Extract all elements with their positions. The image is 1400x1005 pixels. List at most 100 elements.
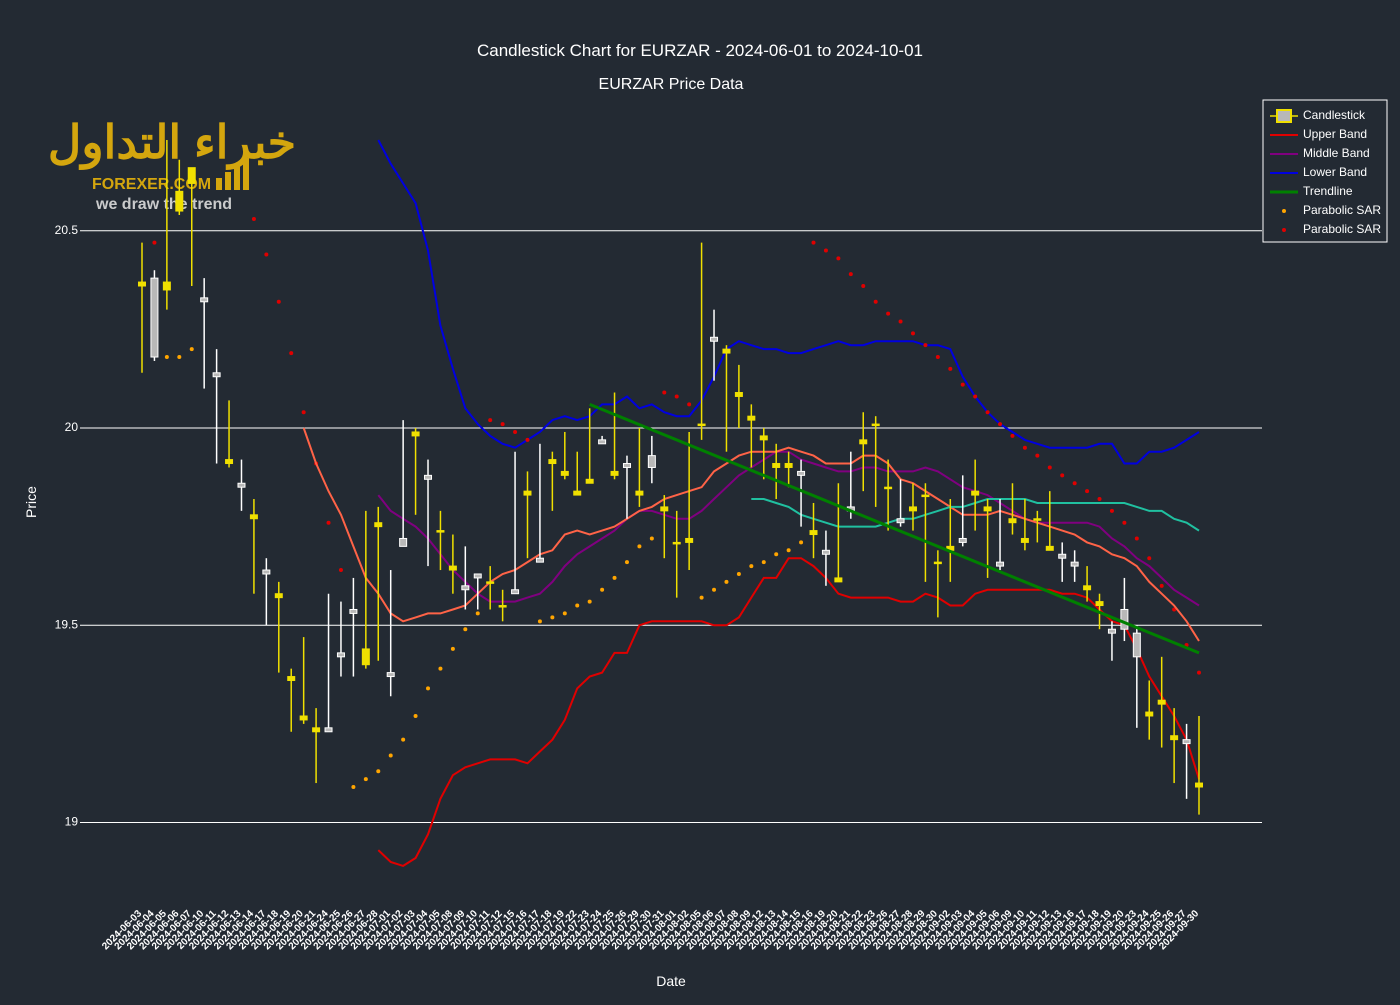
candle-body	[722, 348, 731, 354]
sar-dot	[600, 587, 605, 592]
candle-body	[896, 518, 905, 524]
sar-dot	[438, 666, 443, 671]
sar-dot	[413, 713, 418, 718]
sar-dot	[152, 240, 157, 245]
legend-symbol	[1276, 109, 1292, 123]
sar-dot	[998, 422, 1003, 427]
sar-dot	[699, 595, 704, 600]
candle-body	[1170, 735, 1179, 741]
legend-label: Candlestick	[1303, 108, 1366, 122]
candle-body	[859, 439, 868, 445]
sar-dot	[338, 568, 343, 573]
candle-body	[498, 605, 507, 608]
sar-dot	[960, 382, 965, 387]
legend-label: Upper Band	[1303, 127, 1367, 141]
sar-dot	[799, 540, 804, 545]
candle-body	[1020, 537, 1029, 543]
candle-body	[647, 455, 656, 468]
sar-dot	[1109, 508, 1114, 513]
candle-body	[486, 581, 495, 584]
candle-body	[734, 392, 743, 397]
sar-dot	[886, 311, 891, 316]
candle-body	[884, 486, 893, 490]
candle-body	[560, 470, 569, 476]
candle-body	[1070, 561, 1079, 567]
candle-body	[772, 463, 781, 468]
sar-dot	[873, 299, 878, 304]
sar-dot	[164, 355, 169, 360]
sar-dot	[1097, 497, 1102, 502]
candle-body	[175, 190, 184, 212]
candle-body	[324, 727, 333, 733]
candle-body	[1107, 628, 1116, 634]
candle-body	[697, 423, 706, 427]
series-line	[377, 139, 1200, 465]
legend-label: Middle Band	[1303, 146, 1370, 160]
y-tick-label: 19.5	[55, 617, 79, 631]
candle-body	[710, 336, 719, 342]
sar-dot	[363, 777, 368, 782]
candle-body	[971, 490, 980, 496]
watermark-icon	[216, 158, 249, 190]
sar-dot	[488, 418, 493, 423]
sar-dot	[513, 429, 518, 434]
legend: Candlestick Upper Band Middle Band Lower Ba…	[1262, 99, 1388, 243]
sar-dot	[973, 394, 978, 399]
candle-body	[908, 506, 917, 512]
sar-dot	[587, 599, 592, 604]
candle-body	[996, 561, 1005, 567]
candle-body	[511, 589, 520, 595]
candle-body	[1095, 601, 1104, 607]
sar-dot	[562, 611, 567, 616]
sar-dot	[500, 422, 505, 427]
sar-dot	[1060, 473, 1065, 478]
candle-body	[635, 490, 644, 496]
sar-dot	[326, 520, 331, 525]
legend-symbol	[1282, 209, 1286, 213]
candle-body	[374, 522, 383, 528]
candle-body	[386, 672, 395, 678]
sar-dot	[575, 603, 580, 608]
sar-dot	[1122, 520, 1127, 525]
candle-body	[1132, 632, 1141, 658]
sar-dot	[923, 343, 928, 348]
sar-dot	[177, 355, 182, 360]
sar-dot	[1085, 489, 1090, 494]
candle-body	[361, 648, 370, 666]
candle-body	[573, 490, 582, 496]
sar-dot	[948, 366, 953, 371]
chart-title: Candlestick Chart for EURZAR - 2024-06-0…	[477, 41, 923, 60]
sar-dot	[662, 390, 667, 395]
candle-body	[1045, 545, 1054, 551]
watermark: خبراء التداول FOREXER.COM we draw the tr…	[48, 116, 296, 213]
sar-dot	[712, 587, 717, 592]
candle-body	[535, 557, 544, 563]
series-line	[589, 403, 1200, 655]
candle-body	[548, 459, 557, 465]
sar-dot	[537, 619, 542, 624]
sar-dot	[1159, 583, 1164, 588]
candle-body	[461, 585, 470, 591]
sar-dot	[786, 548, 791, 553]
legend-label: Lower Band	[1303, 165, 1367, 179]
sar-dot	[189, 347, 194, 352]
candle-body	[162, 281, 171, 291]
legend-box	[1262, 99, 1388, 243]
sar-dot	[1134, 536, 1139, 541]
candle-body	[784, 463, 793, 468]
x-axis-label: Date	[656, 973, 686, 989]
y-axis-label: Price	[23, 486, 39, 518]
y-tick-label: 20	[65, 420, 79, 434]
candle-body	[1058, 553, 1067, 559]
candle-body	[262, 569, 271, 575]
candle-body	[921, 494, 930, 498]
candle-body	[672, 541, 681, 545]
sar-dot	[749, 564, 754, 569]
candle-body	[983, 506, 992, 512]
sar-dot	[724, 579, 729, 584]
candle-body	[660, 506, 669, 512]
sar-dot	[649, 536, 654, 541]
candle-body	[150, 277, 159, 358]
